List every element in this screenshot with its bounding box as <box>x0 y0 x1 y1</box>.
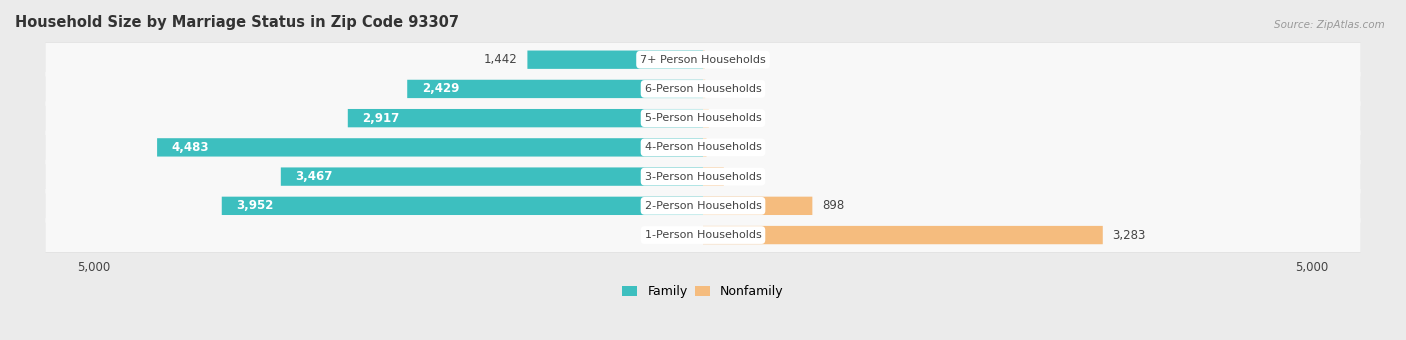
FancyBboxPatch shape <box>703 109 709 127</box>
FancyBboxPatch shape <box>347 109 703 127</box>
FancyBboxPatch shape <box>45 188 1361 223</box>
FancyBboxPatch shape <box>45 72 1361 106</box>
FancyBboxPatch shape <box>222 197 703 215</box>
Text: 3,467: 3,467 <box>295 170 333 183</box>
FancyBboxPatch shape <box>45 71 1361 106</box>
Text: 1,442: 1,442 <box>484 53 517 66</box>
Text: 1-Person Households: 1-Person Households <box>644 230 762 240</box>
FancyBboxPatch shape <box>408 80 703 98</box>
Text: 3,283: 3,283 <box>1112 228 1146 241</box>
FancyBboxPatch shape <box>703 51 704 69</box>
Text: 7+ Person Households: 7+ Person Households <box>640 55 766 65</box>
Text: 19: 19 <box>716 82 730 96</box>
FancyBboxPatch shape <box>703 226 1102 244</box>
Text: 5-Person Households: 5-Person Households <box>644 113 762 123</box>
FancyBboxPatch shape <box>703 167 724 186</box>
Text: 29: 29 <box>716 141 731 154</box>
Legend: Family, Nonfamily: Family, Nonfamily <box>623 286 783 299</box>
FancyBboxPatch shape <box>45 160 1361 193</box>
FancyBboxPatch shape <box>45 101 1361 135</box>
Text: 48: 48 <box>718 112 734 125</box>
Text: 2-Person Households: 2-Person Households <box>644 201 762 211</box>
FancyBboxPatch shape <box>45 159 1361 194</box>
FancyBboxPatch shape <box>45 218 1361 253</box>
FancyBboxPatch shape <box>157 138 703 156</box>
FancyBboxPatch shape <box>45 130 1361 165</box>
FancyBboxPatch shape <box>281 167 703 186</box>
FancyBboxPatch shape <box>45 42 1361 77</box>
FancyBboxPatch shape <box>703 80 706 98</box>
Text: 4-Person Households: 4-Person Households <box>644 142 762 152</box>
FancyBboxPatch shape <box>45 101 1361 136</box>
Text: 898: 898 <box>823 199 845 212</box>
FancyBboxPatch shape <box>703 138 707 156</box>
Text: 2,917: 2,917 <box>363 112 399 125</box>
FancyBboxPatch shape <box>527 51 703 69</box>
Text: 4,483: 4,483 <box>172 141 209 154</box>
Text: 14: 14 <box>714 53 730 66</box>
Text: 171: 171 <box>734 170 756 183</box>
Text: Household Size by Marriage Status in Zip Code 93307: Household Size by Marriage Status in Zip… <box>15 15 458 30</box>
FancyBboxPatch shape <box>45 131 1361 164</box>
Text: 2,429: 2,429 <box>422 82 460 96</box>
FancyBboxPatch shape <box>45 43 1361 76</box>
FancyBboxPatch shape <box>45 218 1361 252</box>
Text: 3,952: 3,952 <box>236 199 274 212</box>
FancyBboxPatch shape <box>45 189 1361 223</box>
Text: Source: ZipAtlas.com: Source: ZipAtlas.com <box>1274 20 1385 30</box>
Text: 3-Person Households: 3-Person Households <box>644 172 762 182</box>
Text: 6-Person Households: 6-Person Households <box>644 84 762 94</box>
FancyBboxPatch shape <box>703 197 813 215</box>
